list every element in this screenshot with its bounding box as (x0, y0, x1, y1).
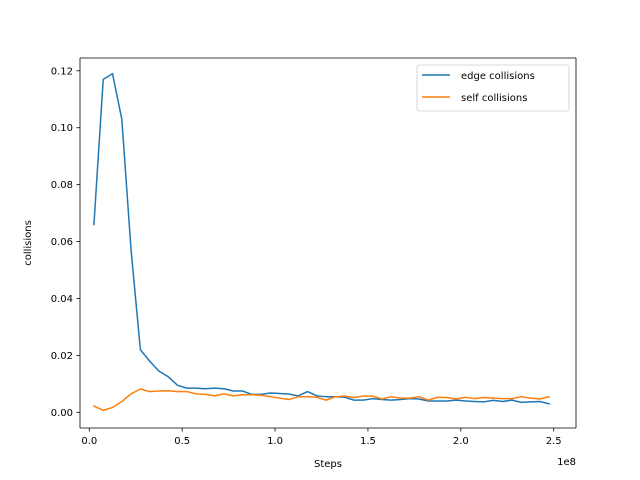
series-layer (92, 72, 550, 412)
x-tick-label: 0.5 (174, 436, 190, 447)
plot-area (80, 58, 576, 428)
series-line-edge-collisions (93, 72, 550, 405)
y-tick-label: 0.00 (51, 408, 73, 419)
y-tick-label: 0.04 (51, 294, 73, 305)
x-tick-label: 1.5 (360, 436, 376, 447)
x-axis-ticks: 0.0 0.5 1.0 1.5 2.0 2.5 (81, 428, 562, 447)
y-tick-label: 0.02 (51, 351, 73, 362)
x-axis-offset-label: 1e8 (557, 457, 576, 468)
legend-frame (416, 64, 570, 112)
y-tick-label: 0.06 (51, 237, 73, 248)
legend-label-edge-collisions: edge collisions (461, 71, 535, 82)
legend: edge collisions self collisions (416, 64, 570, 112)
series-line-self-collisions (92, 388, 550, 412)
y-tick-label: 0.08 (51, 180, 73, 191)
y-tick-label: 0.12 (51, 66, 73, 77)
axes-frame (79, 57, 577, 429)
x-axis-label: Steps (314, 459, 342, 470)
y-axis-ticks: 0.00 0.02 0.04 0.06 0.08 0.10 0.12 (51, 66, 80, 419)
x-tick-label: 0.0 (81, 436, 97, 447)
x-tick-label: 2.5 (546, 436, 562, 447)
y-tick-label: 0.10 (51, 123, 73, 134)
legend-label-self-collisions: self collisions (461, 93, 527, 104)
x-tick-label: 2.0 (453, 436, 469, 447)
y-axis-label: collisions (23, 220, 34, 266)
x-tick-label: 1.0 (267, 436, 283, 447)
